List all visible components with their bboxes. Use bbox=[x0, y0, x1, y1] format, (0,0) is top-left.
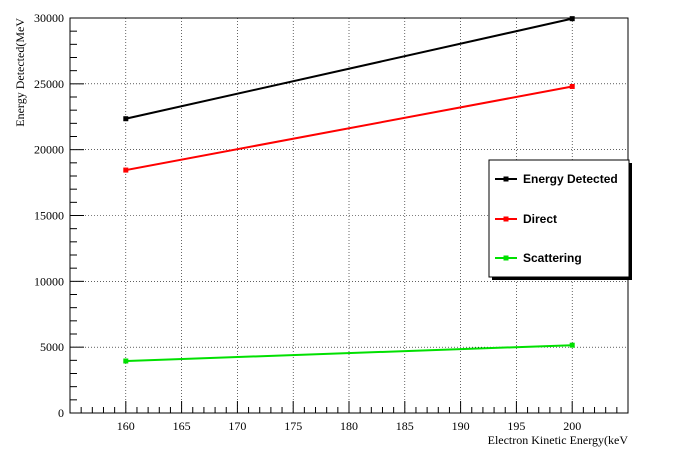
legend-label: Scattering bbox=[523, 251, 582, 265]
x-tick-label: 160 bbox=[117, 419, 135, 433]
data-point bbox=[569, 16, 575, 22]
x-tick-label: 200 bbox=[563, 419, 581, 433]
data-point bbox=[123, 116, 129, 122]
data-point bbox=[569, 342, 575, 348]
legend-label: Energy Detected bbox=[523, 172, 618, 186]
legend-marker bbox=[503, 255, 509, 261]
series-line-direct bbox=[125, 85, 573, 172]
axes: 0 5000 10000 15000 20000 25000 30000 160 165 170 1… bbox=[34, 11, 618, 433]
x-tick-label: 170 bbox=[228, 419, 246, 433]
x-tick-label: 180 bbox=[340, 419, 358, 433]
y-tick-label: 0 bbox=[58, 406, 64, 420]
legend-marker bbox=[503, 216, 509, 222]
x-tick-label: 165 bbox=[173, 419, 191, 433]
y-tick-label: 10000 bbox=[34, 274, 64, 288]
series-line-scattering bbox=[125, 344, 573, 362]
x-axis-title: Electron Kinetic Energy(keV bbox=[488, 433, 629, 447]
legend: Energy Detected Direct Scattering bbox=[488, 159, 632, 280]
x-tick-label: 185 bbox=[396, 419, 414, 433]
x-tick-label: 190 bbox=[452, 419, 470, 433]
x-tick-label: 175 bbox=[284, 419, 302, 433]
legend-label: Direct bbox=[523, 212, 557, 226]
series-lines bbox=[123, 16, 575, 364]
data-point bbox=[569, 83, 575, 89]
x-tick-label: 195 bbox=[507, 419, 525, 433]
y-tick-label: 15000 bbox=[34, 209, 64, 223]
y-axis-title: Energy Detected(MeV bbox=[13, 18, 27, 127]
y-tick-label: 5000 bbox=[40, 340, 64, 354]
series-line-energy-detected bbox=[125, 17, 573, 120]
y-tick-label: 25000 bbox=[34, 77, 64, 91]
y-tick-label: 20000 bbox=[34, 143, 64, 157]
legend-marker bbox=[503, 176, 509, 182]
y-tick-label: 30000 bbox=[34, 11, 64, 25]
data-point bbox=[123, 167, 129, 173]
data-point bbox=[123, 358, 129, 364]
